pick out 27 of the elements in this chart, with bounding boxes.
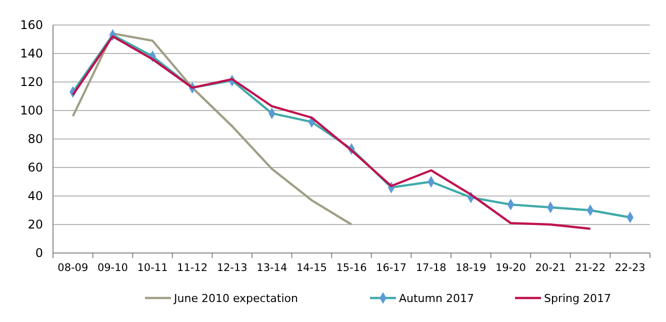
x-tick-label: 12-13 (216, 262, 248, 274)
x-tick-label: 20-21 (535, 262, 566, 274)
x-tick-label: 13-14 (256, 262, 288, 274)
x-tick-label: 14-15 (296, 262, 327, 274)
y-tick-label: 100 (20, 104, 43, 118)
y-tick-label: 80 (28, 132, 43, 146)
y-tick-label: 160 (20, 18, 43, 32)
y-tick-label: 0 (35, 246, 43, 260)
x-tick-label: 10-11 (137, 262, 168, 274)
x-tick-label: 16-17 (376, 262, 407, 274)
y-tick-label: 20 (28, 218, 43, 232)
legend-label: June 2010 expectation (173, 292, 298, 305)
y-tick-label: 60 (28, 160, 43, 175)
x-tick-label: 18-19 (456, 262, 486, 274)
x-tick-label: 19-20 (495, 262, 526, 274)
x-tick-label: 17-18 (416, 262, 446, 274)
x-tick-label: 21-22 (575, 262, 606, 274)
x-tick-label: 11-12 (177, 262, 208, 274)
x-tick-label: 22-23 (614, 262, 646, 274)
y-tick-label: 140 (20, 46, 43, 61)
x-tick-label: 08-09 (58, 262, 88, 274)
legend-label: Autumn 2017 (399, 292, 474, 305)
x-tick-label: 09-10 (97, 262, 128, 274)
x-tick-label: 15-16 (336, 262, 368, 274)
legend-label: Spring 2017 (544, 292, 611, 305)
y-tick-label: 40 (28, 189, 43, 204)
y-tick-label: 120 (20, 75, 43, 90)
